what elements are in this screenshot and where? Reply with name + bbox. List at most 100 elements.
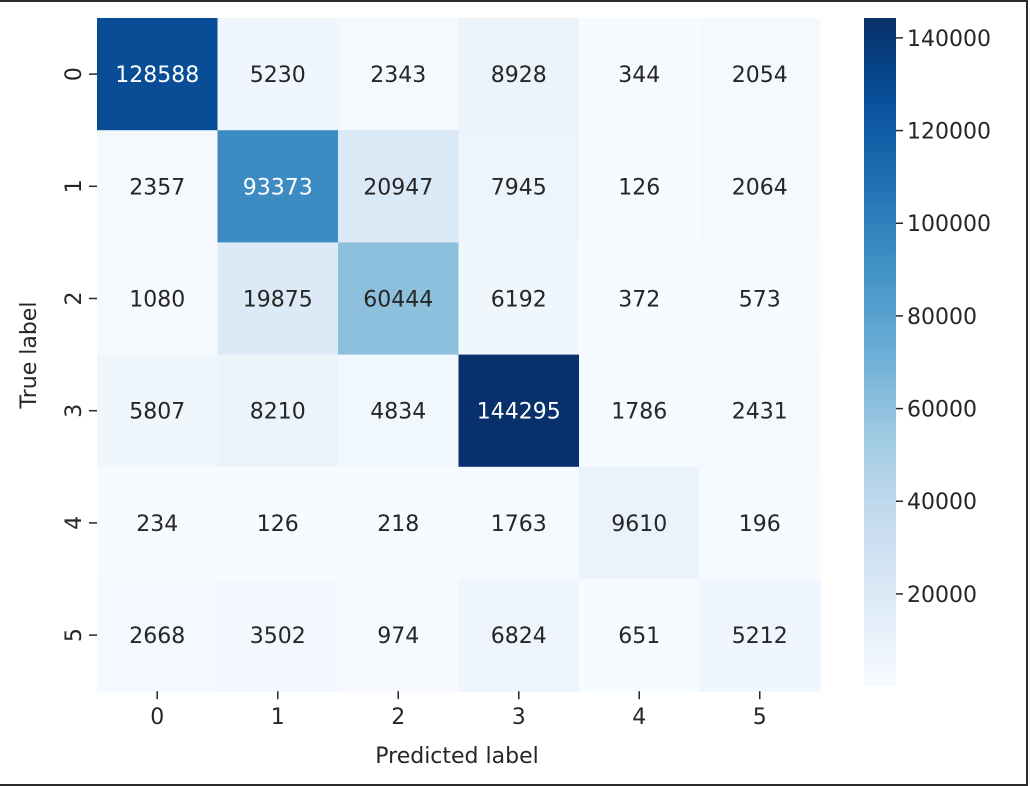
heatmap-cell-r0-c3 [458, 18, 580, 131]
cell-value-r0-c1: 5230 [250, 63, 306, 88]
heatmap-cell-r3-c5 [699, 354, 821, 468]
heatmap-cell-r4-c3 [458, 466, 580, 580]
heatmap-cell-r0-c1 [217, 18, 339, 131]
colorbar-tick-label-0: 20000 [907, 583, 977, 608]
cell-value-r0-c2: 2343 [370, 63, 426, 88]
cell-value-r0-c0: 128588 [115, 63, 199, 88]
heatmap-cell-r4-c5 [699, 466, 821, 580]
cell-value-r1-c0: 2357 [129, 175, 185, 200]
y-tick-label-4: 4 [62, 516, 87, 530]
x-tick-label-0: 0 [150, 705, 164, 730]
cell-value-r2-c1: 19875 [243, 288, 313, 313]
x-tick-label-4: 4 [632, 705, 646, 730]
cell-value-r4-c5: 196 [739, 512, 781, 537]
x-axis: 0 1 2 3 4 5 [150, 691, 767, 730]
heatmap-cell-r4-c0 [97, 466, 219, 580]
heatmap-cell-r1-c0 [97, 130, 219, 243]
cell-value-r1-c3: 7945 [491, 175, 547, 200]
colorbar-tick-label-4: 100000 [907, 212, 991, 237]
cell-value-r4-c4: 9610 [611, 512, 667, 537]
x-tick-label-2: 2 [391, 705, 405, 730]
heatmap-cell-labels: 128588 5230 2343 8928 344 2054 2357 93373 20947 7… [115, 63, 787, 649]
cell-value-r4-c2: 218 [377, 512, 419, 537]
cell-value-r4-c1: 126 [257, 512, 299, 537]
heatmap-cell-r5-c3 [458, 579, 580, 692]
cell-value-r3-c0: 5807 [129, 400, 185, 425]
colorbar-tick-label-1: 40000 [907, 490, 977, 515]
heatmap-cell-r0-c2 [338, 18, 460, 131]
cell-value-r1-c5: 2064 [732, 175, 788, 200]
cell-value-r3-c1: 8210 [250, 400, 306, 425]
colorbar-tick-label-2: 60000 [907, 398, 977, 423]
x-tick-label-1: 1 [271, 705, 285, 730]
cell-value-r2-c5: 573 [739, 288, 781, 313]
heatmap-cell-r5-c2 [338, 579, 460, 692]
heatmap-cell-r0-c5 [699, 18, 821, 131]
heatmap-cell-r3-c4 [579, 354, 701, 468]
cell-value-r1-c4: 126 [618, 175, 660, 200]
cell-value-r2-c0: 1080 [129, 288, 185, 313]
cell-value-r5-c1: 3502 [250, 624, 306, 649]
cell-value-r1-c1: 93373 [243, 175, 313, 200]
cell-value-r3-c4: 1786 [611, 400, 667, 425]
x-tick-label-3: 3 [512, 705, 526, 730]
y-tick-label-2: 2 [62, 292, 87, 306]
colorbar [864, 18, 896, 686]
heatmap-cell-r3-c2 [338, 354, 460, 468]
heatmap-cell-r4-c2 [338, 466, 460, 580]
heatmap-cell-r3-c0 [97, 354, 219, 468]
colorbar-tick-label-5: 120000 [907, 120, 991, 145]
cell-value-r5-c5: 5212 [732, 624, 788, 649]
heatmap-cell-r1-c3 [458, 130, 580, 243]
cell-value-r2-c2: 60444 [363, 288, 433, 313]
heatmap-cell-r5-c0 [97, 579, 219, 692]
cell-value-r1-c2: 20947 [363, 175, 433, 200]
cell-value-r5-c4: 651 [618, 624, 660, 649]
heatmap-cell-r0-c0 [97, 18, 219, 131]
heatmap-cell-r1-c5 [699, 130, 821, 243]
y-axis-label: True label [17, 302, 42, 410]
heatmap-cell-r2-c0 [97, 242, 219, 356]
y-tick-label-0: 0 [62, 67, 87, 81]
heatmap-cell-r2-c3 [458, 242, 580, 356]
heatmap-cell-r3-c3 [458, 354, 580, 468]
cell-value-r0-c5: 2054 [732, 63, 788, 88]
heatmap-cell-r1-c1 [217, 130, 339, 243]
heatmap-cell-r2-c2 [338, 242, 460, 356]
x-axis-label: Predicted label [375, 744, 538, 769]
heatmap-cell-r4-c1 [217, 466, 339, 580]
x-tick-label-5: 5 [753, 705, 767, 730]
heatmap-cell-r2-c5 [699, 242, 821, 356]
heatmap-cell-r1-c4 [579, 130, 701, 243]
cell-value-r2-c4: 372 [618, 288, 660, 313]
cell-value-r3-c3: 144295 [477, 400, 561, 425]
cell-value-r5-c0: 2668 [129, 624, 185, 649]
heatmap-cell-r2-c4 [579, 242, 701, 356]
heatmap-cells [97, 18, 821, 692]
y-axis: 0 1 2 3 4 5 [62, 67, 97, 642]
heatmap-cell-r4-c4 [579, 466, 701, 580]
cell-value-r3-c5: 2431 [732, 400, 788, 425]
heatmap-cell-r5-c5 [699, 579, 821, 692]
colorbar-ticks: 20000 40000 60000 80000 100000 120000 140000 [896, 27, 991, 608]
y-tick-label-1: 1 [62, 179, 87, 193]
cell-value-r5-c2: 974 [377, 624, 419, 649]
heatmap-cell-r5-c1 [217, 579, 339, 692]
cell-value-r4-c3: 1763 [491, 512, 547, 537]
cell-value-r3-c2: 4834 [370, 400, 426, 425]
heatmap-cell-r1-c2 [338, 130, 460, 243]
heatmap-cell-r3-c1 [217, 354, 339, 468]
cell-value-r2-c3: 6192 [491, 288, 547, 313]
heatmap-cell-r2-c1 [217, 242, 339, 356]
heatmap-cell-r5-c4 [579, 579, 701, 692]
cell-value-r0-c4: 344 [618, 63, 660, 88]
cell-value-r0-c3: 8928 [491, 63, 547, 88]
colorbar-tick-label-3: 80000 [907, 305, 977, 330]
cell-value-r5-c3: 6824 [491, 624, 547, 649]
y-tick-label-3: 3 [62, 404, 87, 418]
heatmap-cell-r0-c4 [579, 18, 701, 131]
y-tick-label-5: 5 [62, 628, 87, 642]
cell-value-r4-c0: 234 [136, 512, 178, 537]
